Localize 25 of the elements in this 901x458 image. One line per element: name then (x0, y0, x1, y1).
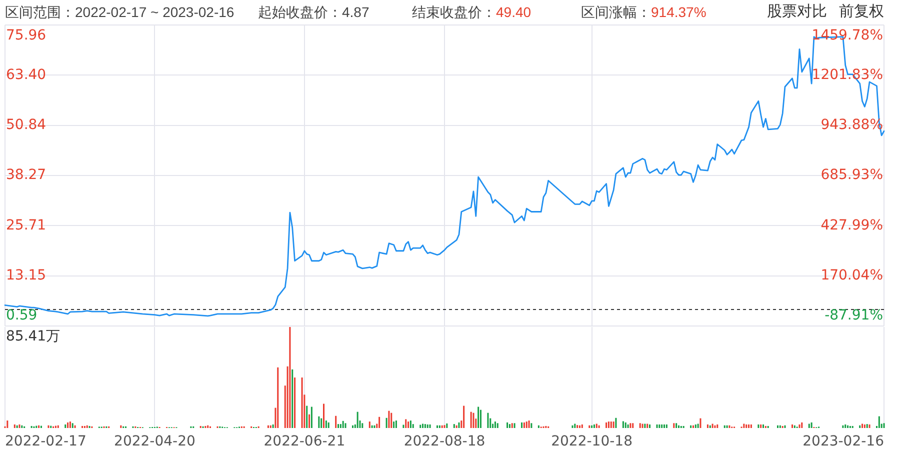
x-tick-label: 2022-02-17 (5, 434, 86, 450)
y-tick-label: 50.84 (6, 116, 46, 133)
x-tick-label: 2022-04-20 (114, 434, 196, 450)
y2-tick-label: 685.93% (820, 167, 883, 184)
text: 股票对比 (767, 3, 827, 21)
y-tick-label: 63.40 (6, 66, 46, 83)
text: 起始收盘价：4.87 (258, 4, 370, 20)
y-tick-label: 0.59 (6, 308, 38, 324)
y2-tick-label: 427.99% (820, 217, 883, 234)
text: 区间涨幅：914.37% (581, 4, 706, 20)
x-tick-label: 2023-02-16 (802, 434, 884, 450)
text: 区间范围：2022-02-17 ~ 2023-02-16 (5, 4, 234, 20)
y2-tick-label: 1459.78% (812, 28, 883, 44)
text: 结束收盘价：49.40 (412, 4, 532, 20)
text: 前复权 (839, 3, 884, 21)
y2-tick-label: 170.04% (820, 267, 883, 284)
y-tick-label: 38.27 (6, 167, 46, 184)
y-tick-label: 25.71 (6, 217, 46, 234)
y-tick-label: 13.15 (6, 267, 46, 284)
y-tick-label: 75.96 (6, 28, 46, 44)
annotation: 85.41万 (6, 328, 60, 345)
x-tick-label: 2022-08-18 (404, 434, 486, 450)
y2-tick-label: -87.91% (824, 308, 883, 324)
x-tick-label: 2022-10-18 (551, 434, 632, 450)
x-tick-label: 2022-06-21 (264, 434, 346, 450)
